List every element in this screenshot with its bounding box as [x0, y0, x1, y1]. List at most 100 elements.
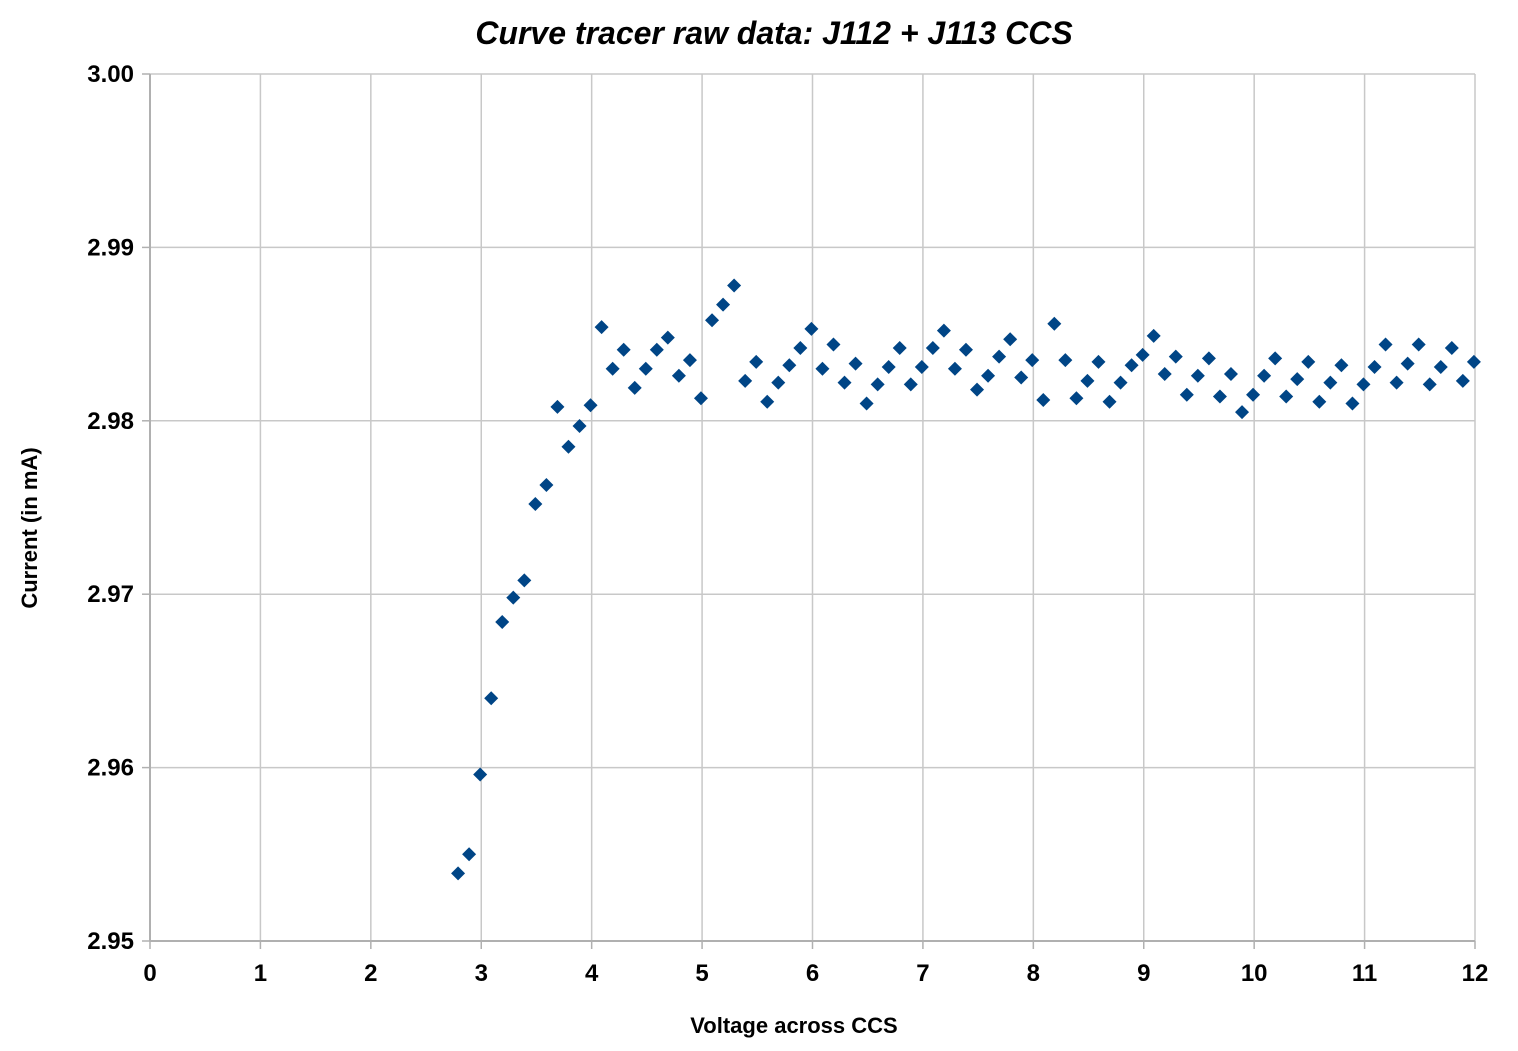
data-point — [1444, 340, 1459, 355]
data-point — [1179, 387, 1194, 402]
data-point — [1036, 392, 1051, 407]
data-points — [451, 278, 1481, 881]
data-point — [517, 573, 532, 588]
data-point — [1091, 354, 1106, 369]
y-tick-label: 2.97 — [87, 581, 134, 608]
data-point — [495, 614, 510, 629]
x-tick-label: 11 — [1352, 960, 1377, 987]
data-point — [1378, 337, 1393, 352]
data-point — [1334, 358, 1349, 373]
data-point — [1400, 356, 1415, 371]
data-point — [881, 360, 896, 375]
data-point — [826, 337, 841, 352]
data-point — [793, 340, 808, 355]
data-point — [1279, 389, 1294, 404]
data-point — [1047, 316, 1062, 331]
data-point — [660, 330, 675, 345]
data-point — [837, 375, 852, 390]
data-point — [1268, 351, 1283, 366]
data-point — [1069, 391, 1084, 406]
x-tick-label: 12 — [1462, 960, 1489, 987]
data-point — [749, 354, 764, 369]
data-point — [1235, 405, 1250, 420]
data-point — [484, 691, 499, 706]
data-point — [947, 361, 962, 376]
data-point — [583, 398, 598, 413]
data-point — [616, 342, 631, 357]
data-point — [815, 361, 830, 376]
data-point — [1102, 394, 1117, 409]
data-point — [760, 394, 775, 409]
data-point — [914, 360, 929, 375]
data-point — [804, 321, 819, 336]
data-point — [1389, 375, 1404, 390]
data-point — [1135, 347, 1150, 362]
data-point — [705, 313, 720, 328]
data-point — [1367, 360, 1382, 375]
data-point — [859, 396, 874, 411]
y-tick-label: 2.98 — [87, 408, 134, 435]
data-point — [1113, 375, 1128, 390]
data-point — [1411, 337, 1426, 352]
data-point — [1146, 328, 1161, 343]
data-point — [738, 373, 753, 388]
x-tick-label: 5 — [695, 960, 708, 987]
data-point — [1003, 332, 1018, 347]
data-point — [1257, 368, 1272, 383]
data-point — [992, 349, 1007, 364]
y-tick-label: 2.96 — [87, 755, 134, 782]
data-point — [1312, 394, 1327, 409]
data-point — [627, 380, 642, 395]
x-tick-label: 7 — [916, 960, 929, 987]
x-tick-label: 9 — [1137, 960, 1150, 987]
data-point — [473, 767, 488, 782]
data-point — [539, 477, 554, 492]
data-point — [671, 368, 686, 383]
axes — [142, 73, 1476, 949]
data-point — [1356, 377, 1371, 392]
y-axis-title: Current (in mA) — [17, 447, 42, 608]
data-point — [936, 323, 951, 338]
chart-title: Curve tracer raw data: J112 + J113 CCS — [475, 15, 1073, 51]
data-point — [981, 368, 996, 383]
x-axis-title: Voltage across CCS — [690, 1013, 897, 1038]
data-point — [716, 297, 731, 312]
data-point — [561, 439, 576, 454]
data-point — [1080, 373, 1095, 388]
data-point — [1025, 353, 1040, 368]
data-point — [1301, 354, 1316, 369]
data-point — [462, 847, 477, 862]
x-tick-label: 1 — [254, 960, 267, 987]
x-tick-label: 2 — [364, 960, 377, 987]
data-point — [1246, 387, 1261, 402]
data-point — [892, 340, 907, 355]
data-point — [1058, 353, 1073, 368]
data-point — [638, 361, 653, 376]
data-point — [1455, 373, 1470, 388]
data-point — [1323, 375, 1338, 390]
data-point — [550, 399, 565, 414]
data-point — [903, 377, 918, 392]
x-tick-label: 3 — [475, 960, 488, 987]
data-point — [594, 320, 609, 335]
data-point — [649, 342, 664, 357]
y-tick-label: 2.95 — [87, 928, 134, 955]
y-tick-label: 3.00 — [87, 61, 134, 88]
data-point — [958, 342, 973, 357]
data-point — [1014, 370, 1029, 385]
data-point — [1168, 349, 1183, 364]
data-point — [727, 278, 742, 293]
data-point — [506, 590, 521, 605]
data-point — [1212, 389, 1227, 404]
x-tick-label: 10 — [1241, 960, 1268, 987]
x-tick-label: 4 — [585, 960, 599, 987]
data-point — [693, 391, 708, 406]
data-point — [1290, 372, 1305, 387]
data-point — [870, 377, 885, 392]
x-tick-label: 8 — [1027, 960, 1040, 987]
data-point — [572, 419, 587, 434]
data-point — [1422, 377, 1437, 392]
data-point — [970, 382, 985, 397]
